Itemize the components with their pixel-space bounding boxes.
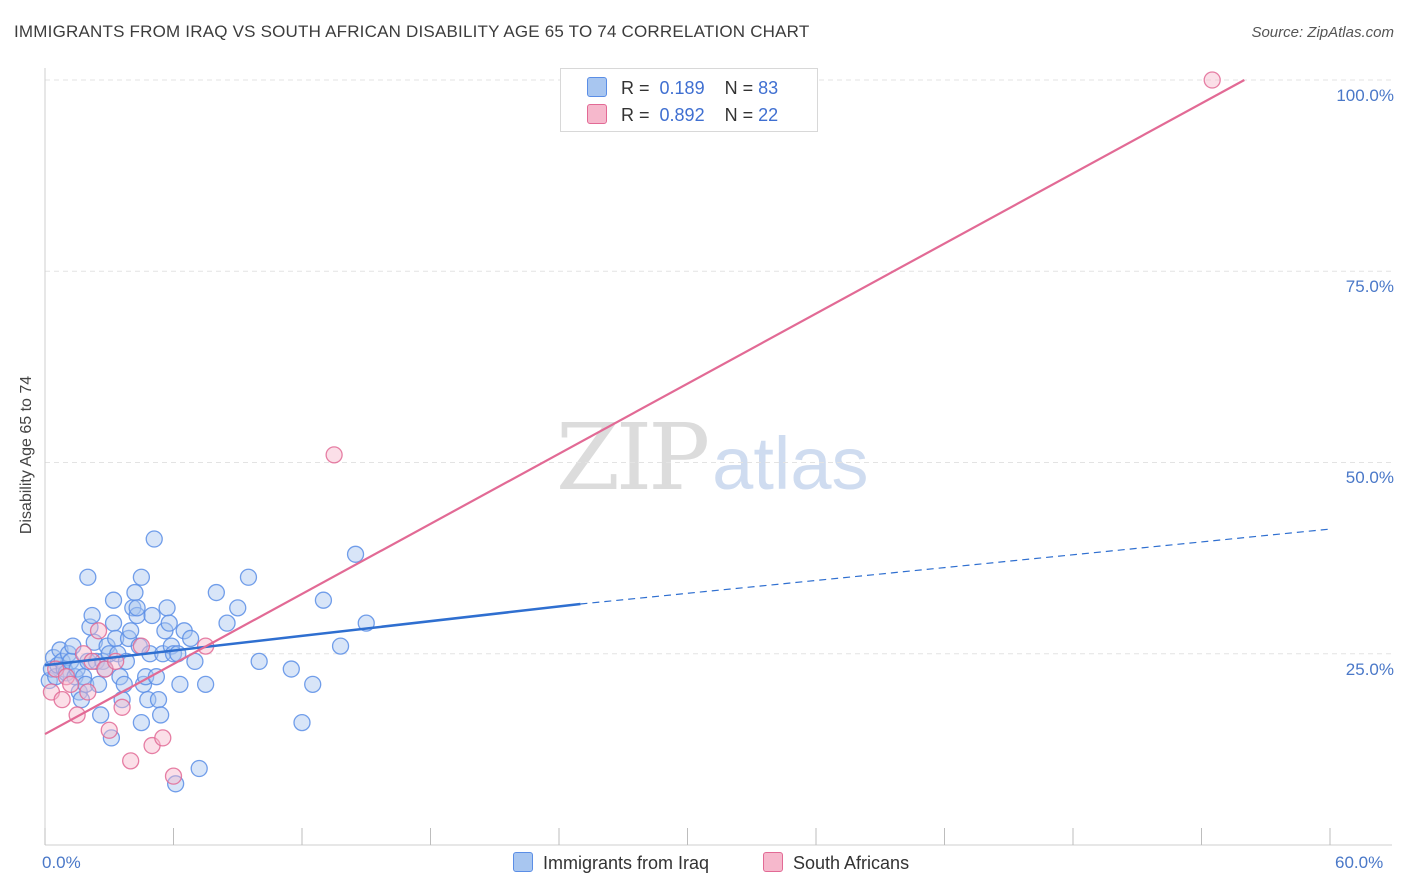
- iraq-point: [190, 759, 208, 778]
- iraq-point: [132, 568, 151, 586]
- bottom-legend-label-south-africans: South Africans: [793, 853, 910, 873]
- iraq-point: [151, 706, 170, 724]
- chart-title: IMMIGRANTS FROM IRAQ VS SOUTH AFRICAN DI…: [14, 22, 810, 41]
- watermark-atlas: atlas: [712, 422, 869, 505]
- legend-n-value-iraq: 83: [758, 78, 779, 98]
- south-africans-point: [79, 683, 97, 701]
- south-africans-point: [100, 721, 118, 739]
- legend-n-label: N =: [724, 105, 754, 125]
- watermark-zip: ZIP: [556, 404, 710, 511]
- iraq-point: [304, 675, 322, 693]
- bottom-legend-south-africans: South Africans: [763, 852, 909, 874]
- zipatlas-watermark: ZIPatlas: [556, 404, 868, 511]
- legend-n-label: N =: [724, 78, 754, 98]
- bottom-legend-swatch-iraq: [513, 852, 533, 872]
- legend-r-value-south-africans: 0.892: [659, 105, 705, 125]
- iraq-point: [282, 660, 300, 678]
- south-africans-point: [154, 729, 172, 747]
- iraq-point: [92, 706, 110, 724]
- iraq-point: [218, 614, 236, 632]
- south-africans-point: [1203, 71, 1221, 89]
- south-africans-point: [62, 675, 80, 693]
- iraq-point: [83, 606, 101, 625]
- legend-r-label: R =: [621, 78, 650, 98]
- y-tick-label-100: 100.0%: [1336, 86, 1394, 105]
- iraq-point: [293, 713, 311, 732]
- iraq-point: [239, 568, 258, 586]
- iraq-point: [181, 629, 200, 648]
- iraq-trend-line: [44, 602, 581, 667]
- iraq-point: [104, 591, 123, 609]
- iraq-point: [132, 713, 151, 732]
- iraq-point: [126, 583, 144, 602]
- legend-n-value-south-africans: 22: [758, 105, 779, 125]
- legend-r-label: R =: [621, 105, 650, 125]
- iraq-point: [196, 675, 215, 693]
- iraq-point: [314, 591, 333, 609]
- y-tick-label-25: 25.0%: [1345, 660, 1394, 679]
- bottom-legend-iraq: Immigrants from Iraq: [513, 852, 709, 874]
- iraq-point: [331, 637, 350, 655]
- iraq-trend-extension: [580, 528, 1331, 605]
- iraq-point: [158, 599, 176, 617]
- iraq-point: [346, 545, 365, 563]
- south-africans-point: [113, 698, 131, 716]
- iraq-point: [104, 614, 123, 632]
- south-africans-point: [122, 752, 140, 770]
- south-africans-point: [53, 691, 71, 709]
- iraq-point: [171, 675, 189, 693]
- bottom-legend-swatch-south-africans: [763, 852, 783, 872]
- legend-r-value-iraq: 0.189: [659, 78, 705, 98]
- y-tick-label-75: 75.0%: [1345, 277, 1394, 296]
- south-africans-point: [132, 637, 151, 655]
- iraq-point: [143, 606, 161, 625]
- legend-row-iraq: R = 0.189 N = 83: [587, 77, 778, 99]
- iraq-point: [250, 652, 268, 671]
- legend-swatch-south-africans: [587, 104, 607, 124]
- south-africans-trend-line: [44, 79, 1245, 736]
- source-label: Source: ZipAtlas.com: [1251, 24, 1394, 41]
- y-tick-label-50: 50.0%: [1345, 468, 1394, 487]
- south-africans-point: [89, 622, 108, 640]
- legend-row-south-africans: R = 0.892 N = 22: [587, 104, 778, 126]
- iraq-point: [128, 599, 146, 617]
- correlation-legend: R = 0.189 N = 83 R = 0.892 N = 22: [560, 68, 818, 132]
- south-africans-point: [164, 767, 183, 785]
- iraq-point: [122, 622, 140, 640]
- bottom-legend-label-iraq: Immigrants from Iraq: [543, 853, 710, 873]
- iraq-point: [149, 691, 168, 709]
- iraq-point: [160, 614, 178, 632]
- iraq-point: [229, 599, 247, 617]
- x-tick-label-min: 0.0%: [42, 853, 81, 872]
- x-tick-label-max: 60.0%: [1335, 853, 1384, 872]
- iraq-point: [207, 583, 225, 602]
- y-axis-label: Disability Age 65 to 74: [18, 375, 35, 535]
- iraq-point: [145, 530, 163, 548]
- legend-swatch-iraq: [587, 77, 607, 97]
- iraq-point: [79, 568, 97, 586]
- south-africans-point: [325, 446, 343, 464]
